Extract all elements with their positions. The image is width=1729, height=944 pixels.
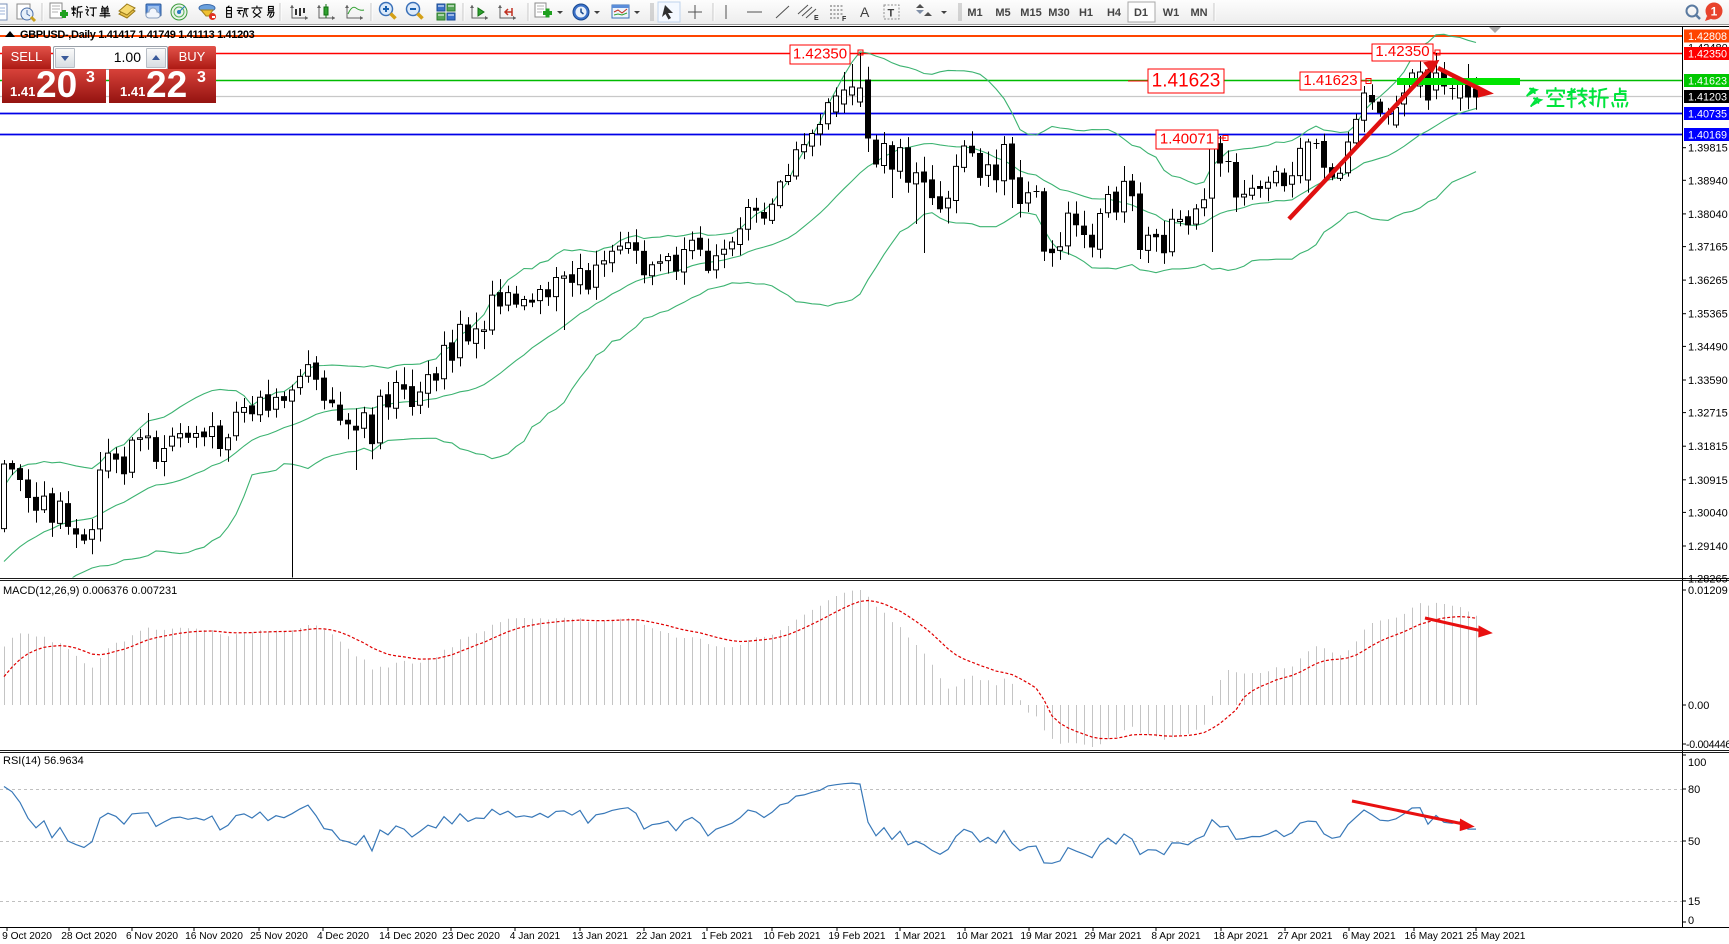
svg-text:1.40735: 1.40735 — [1688, 109, 1727, 121]
svg-text:1.35365: 1.35365 — [1688, 309, 1728, 321]
svg-text:M5: M5 — [995, 7, 1010, 19]
svg-text:4 Dec 2020: 4 Dec 2020 — [317, 931, 369, 942]
svg-text:22 Jan 2021: 22 Jan 2021 — [636, 931, 692, 942]
svg-text:1 Mar 2021: 1 Mar 2021 — [894, 931, 946, 942]
svg-text:0: 0 — [1688, 915, 1694, 927]
svg-text:1 Feb 2021: 1 Feb 2021 — [701, 931, 753, 942]
svg-text:M30: M30 — [1048, 7, 1069, 19]
svg-text:-0.004446: -0.004446 — [1686, 739, 1729, 751]
svg-text:1.32715: 1.32715 — [1688, 408, 1728, 420]
svg-text:F: F — [842, 16, 847, 23]
svg-text:0.01209: 0.01209 — [1688, 585, 1728, 597]
svg-text:1.29140: 1.29140 — [1688, 541, 1728, 553]
svg-text:6 Nov 2020: 6 Nov 2020 — [126, 931, 178, 942]
svg-text:1.42350: 1.42350 — [1375, 43, 1429, 60]
svg-text:1.31815: 1.31815 — [1688, 441, 1728, 453]
svg-text:16 Nov 2020: 16 Nov 2020 — [185, 931, 243, 942]
svg-text:0.00: 0.00 — [1688, 700, 1709, 712]
svg-text:28 Oct 2020: 28 Oct 2020 — [61, 931, 117, 942]
svg-text:10 Feb 2021: 10 Feb 2021 — [763, 931, 821, 942]
svg-text:1.41623: 1.41623 — [1152, 70, 1221, 91]
svg-text:1.34490: 1.34490 — [1688, 341, 1728, 353]
svg-text:100: 100 — [1688, 757, 1706, 769]
svg-text:1.37165: 1.37165 — [1688, 242, 1728, 254]
svg-text:E: E — [814, 15, 819, 22]
svg-text:1.40071: 1.40071 — [1160, 131, 1214, 148]
svg-text:6 May 2021: 6 May 2021 — [1342, 931, 1396, 942]
svg-text:25 May 2021: 25 May 2021 — [1467, 931, 1526, 942]
svg-text:15: 15 — [1688, 896, 1700, 908]
svg-text:80: 80 — [1688, 784, 1700, 796]
svg-text:1.33590: 1.33590 — [1688, 375, 1728, 387]
svg-text:A: A — [860, 4, 870, 20]
svg-text:1.42350: 1.42350 — [1688, 49, 1727, 61]
svg-text:19 Feb 2021: 19 Feb 2021 — [828, 931, 886, 942]
svg-text:RSI(14) 56.9634: RSI(14) 56.9634 — [3, 755, 84, 767]
svg-text:1.41623: 1.41623 — [1688, 76, 1727, 88]
svg-text:1: 1 — [1711, 5, 1718, 19]
svg-text:1.30915: 1.30915 — [1688, 475, 1728, 487]
svg-text:T: T — [888, 8, 895, 20]
svg-text:25 Nov 2020: 25 Nov 2020 — [250, 931, 308, 942]
svg-text:GBPUSD-,Daily 1.41417 1.41749: GBPUSD-,Daily 1.41417 1.41749 1.41113 1.… — [20, 29, 255, 41]
svg-text:D1: D1 — [1134, 7, 1148, 19]
svg-text:1.36265: 1.36265 — [1688, 275, 1728, 287]
svg-text:1.42808: 1.42808 — [1688, 31, 1727, 43]
svg-text:MN: MN — [1190, 7, 1207, 19]
svg-text:M1: M1 — [967, 7, 982, 19]
svg-text:16 May 2021: 16 May 2021 — [1405, 931, 1464, 942]
svg-text:1.30040: 1.30040 — [1688, 507, 1728, 519]
svg-text:8 Apr 2021: 8 Apr 2021 — [1151, 931, 1201, 942]
svg-text:H1: H1 — [1079, 7, 1093, 19]
svg-text:MACD(12,26,9) 0.006376 0.00723: MACD(12,26,9) 0.006376 0.007231 — [3, 585, 177, 597]
svg-text:1.38940: 1.38940 — [1688, 175, 1728, 187]
svg-text:1.41623: 1.41623 — [1303, 72, 1357, 89]
svg-text:13 Jan 2021: 13 Jan 2021 — [572, 931, 628, 942]
svg-text:27 Apr 2021: 27 Apr 2021 — [1278, 931, 1333, 942]
svg-text:50: 50 — [1688, 836, 1700, 848]
svg-text:29 Mar 2021: 29 Mar 2021 — [1084, 931, 1142, 942]
svg-text:10 Mar 2021: 10 Mar 2021 — [956, 931, 1014, 942]
svg-text:W1: W1 — [1163, 7, 1180, 19]
svg-text:19 Mar 2021: 19 Mar 2021 — [1020, 931, 1078, 942]
svg-text:1.38040: 1.38040 — [1688, 209, 1728, 221]
svg-text:1.39815: 1.39815 — [1688, 143, 1728, 155]
svg-text:1.41203: 1.41203 — [1688, 92, 1727, 104]
svg-text:18 Apr 2021: 18 Apr 2021 — [1214, 931, 1269, 942]
svg-text:4 Jan 2021: 4 Jan 2021 — [510, 931, 561, 942]
svg-text:1.42350: 1.42350 — [793, 46, 847, 63]
svg-text:9 Oct 2020: 9 Oct 2020 — [2, 931, 52, 942]
svg-text:23 Dec 2020: 23 Dec 2020 — [442, 931, 500, 942]
svg-text:1.28265: 1.28265 — [1688, 574, 1728, 586]
svg-text:14 Dec 2020: 14 Dec 2020 — [379, 931, 437, 942]
svg-text:H4: H4 — [1107, 7, 1122, 19]
svg-text:M15: M15 — [1020, 7, 1041, 19]
svg-text:1.40169: 1.40169 — [1688, 130, 1727, 142]
